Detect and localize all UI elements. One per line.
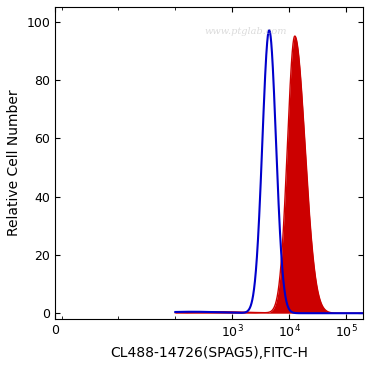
- Text: www.ptglab.com: www.ptglab.com: [205, 28, 287, 36]
- Y-axis label: Relative Cell Number: Relative Cell Number: [7, 90, 21, 236]
- X-axis label: CL488-14726(SPAG5),FITC-H: CL488-14726(SPAG5),FITC-H: [110, 346, 308, 360]
